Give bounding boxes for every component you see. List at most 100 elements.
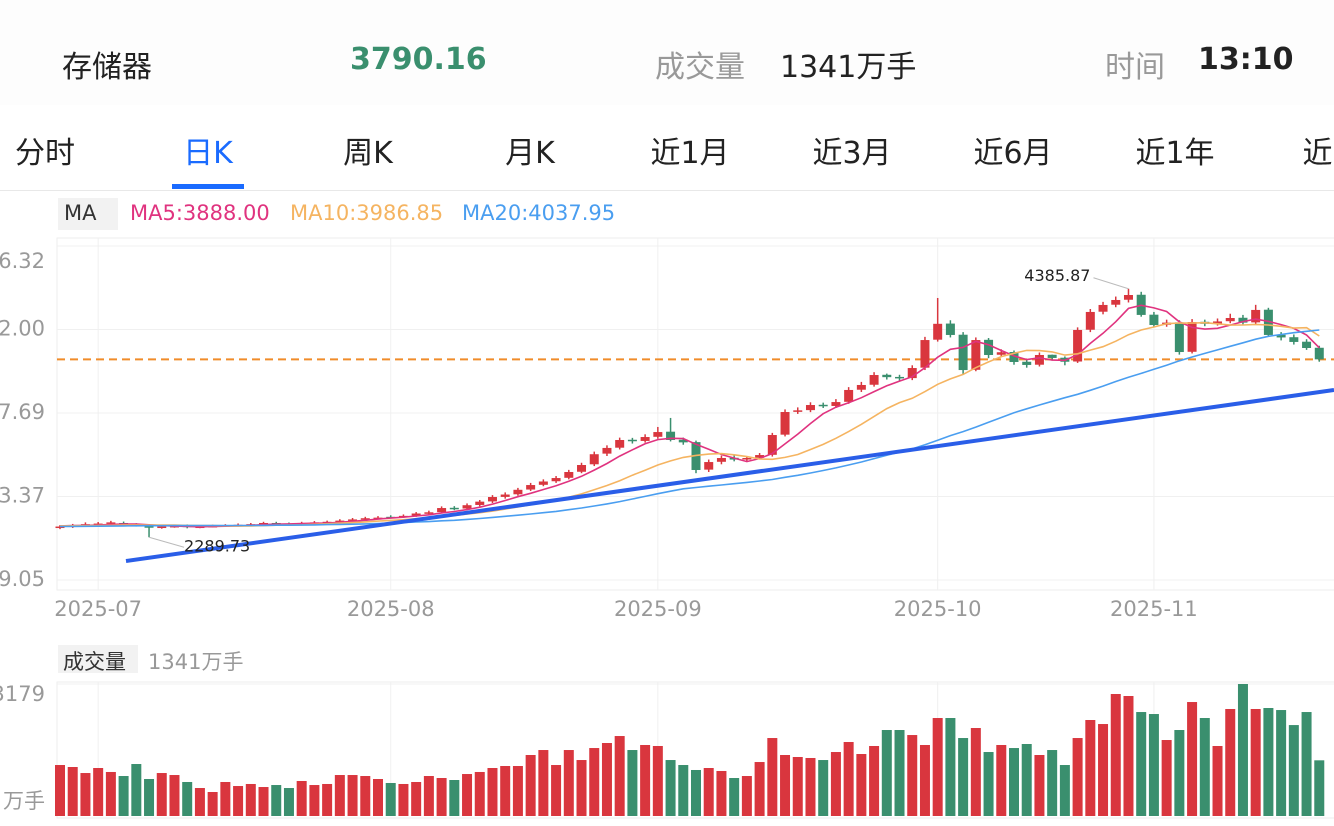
volume-bar	[258, 787, 269, 816]
candle-body	[1276, 334, 1286, 338]
volume-bar	[144, 779, 155, 816]
x-tick-label: 2025-08	[347, 597, 435, 621]
candle-body	[259, 522, 269, 525]
tab[interactable]: 分时	[15, 136, 75, 171]
ma-line	[59, 304, 1320, 528]
volume-bar	[1263, 708, 1274, 816]
volume-bar	[881, 730, 892, 816]
candle-body	[577, 465, 587, 472]
max-pointer	[1093, 277, 1129, 290]
volume-bar	[55, 765, 65, 816]
volume-bar	[805, 757, 816, 816]
volume-bar	[449, 780, 460, 816]
candle-body	[487, 497, 497, 502]
volume-bar	[398, 783, 409, 816]
candle-body	[907, 368, 917, 379]
min-pointer	[148, 536, 185, 548]
candle-body	[1085, 311, 1095, 330]
volume-bar	[767, 738, 778, 816]
candle-body	[1302, 341, 1312, 348]
volume-bar	[462, 774, 473, 816]
volume-bar	[1047, 750, 1058, 816]
volume-bar	[233, 786, 244, 816]
volume-bar	[716, 770, 727, 816]
candle-body	[678, 439, 688, 443]
candle-body	[564, 472, 574, 478]
tab[interactable]: 日K	[183, 136, 233, 171]
volume-bar	[512, 766, 523, 816]
tab[interactable]: 近1月	[650, 136, 730, 171]
volume-bar	[1009, 748, 1019, 816]
volume-bar	[1187, 702, 1198, 816]
vol-box	[58, 645, 138, 673]
candle-body	[462, 505, 472, 509]
candle-body	[869, 375, 879, 385]
header-bar	[0, 0, 1334, 105]
volume-bar	[792, 756, 803, 816]
volume-bar	[500, 766, 511, 816]
volume-bar	[907, 735, 918, 816]
x-tick-label: 2025-07	[54, 597, 142, 621]
volume-bar	[1174, 730, 1185, 816]
candle-body	[844, 389, 854, 402]
tab[interactable]: 近6月	[973, 136, 1053, 171]
candle-body	[157, 526, 167, 529]
volume-bar	[703, 768, 714, 816]
volume-bar	[614, 736, 625, 816]
candle-body	[437, 508, 447, 513]
volume-bar	[347, 775, 358, 816]
volume-bar	[958, 738, 969, 816]
volume-bar	[373, 779, 383, 816]
volume-bar	[919, 744, 930, 816]
y-tick-label: 2633.37	[0, 483, 45, 507]
candle-body	[704, 462, 714, 470]
candle-body	[475, 501, 485, 505]
tab[interactable]: 近1年	[1135, 136, 1215, 171]
volume-bar	[627, 750, 638, 816]
tab[interactable]: 周K	[343, 136, 393, 171]
candle-body	[933, 323, 943, 340]
candle-body	[996, 352, 1006, 355]
candle-body	[1263, 309, 1273, 335]
candle-body	[716, 458, 726, 462]
candle-body	[1225, 318, 1235, 322]
volume-bar	[296, 780, 307, 816]
candle-body	[348, 519, 358, 521]
volume-bar	[67, 767, 78, 816]
candle-body	[602, 447, 612, 454]
candle-body	[958, 334, 968, 371]
time: 13:10	[1198, 42, 1294, 77]
volume-bar	[385, 782, 396, 816]
volume-bar	[1212, 745, 1223, 816]
tab[interactable]: 近3月	[812, 136, 892, 171]
volume-bar	[118, 776, 129, 816]
legend-entry: MA5:3888.00	[130, 201, 270, 225]
candle-body	[1149, 314, 1159, 325]
candle-body	[1009, 352, 1019, 362]
ma-box	[58, 198, 118, 230]
volume-label: 成交量	[655, 50, 745, 85]
x-tick-label: 2025-10	[894, 597, 982, 621]
volume-bar	[830, 752, 841, 816]
candle-body	[1034, 354, 1044, 365]
volume-bar	[156, 773, 167, 816]
price: 3790.16	[350, 42, 487, 77]
volume-bar	[843, 742, 854, 816]
candle-body	[526, 485, 536, 490]
y-tick-label: 1929.05	[0, 567, 45, 591]
candle-body	[1073, 329, 1083, 362]
candle-body	[755, 455, 765, 458]
tab[interactable]: 月K	[505, 136, 555, 171]
y-tick-label: 3179	[0, 682, 45, 706]
tab[interactable]: 近3年	[1302, 136, 1334, 171]
candle-body	[615, 439, 625, 448]
volume-bar	[665, 760, 676, 816]
volume-bar	[525, 755, 536, 816]
volume-bar	[576, 760, 587, 816]
candle-body	[411, 513, 421, 516]
y-tick-label: 4746.32	[0, 249, 45, 273]
y-tick-label: 3337.69	[0, 400, 45, 424]
candle-body	[1213, 321, 1223, 324]
vol-subtitle: 1341万手	[148, 650, 244, 674]
volume-bar	[1301, 712, 1312, 816]
